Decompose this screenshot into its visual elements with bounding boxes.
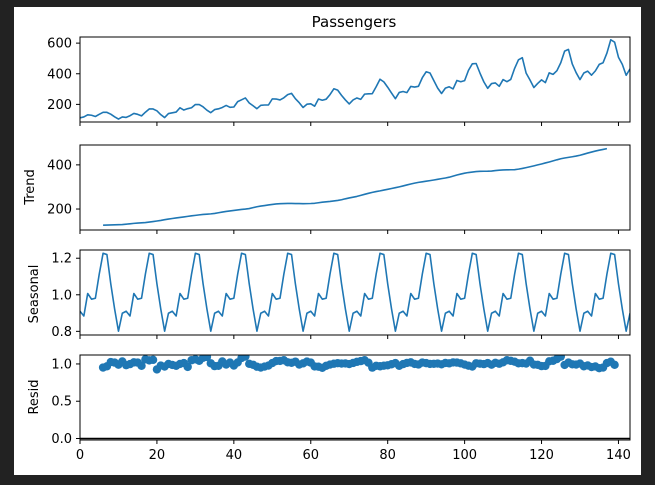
x-tick-label: 60 <box>302 448 319 463</box>
trend-ylabel: Trend <box>23 169 38 206</box>
x-tick-label: 120 <box>529 448 554 463</box>
observed-ytick-label: 400 <box>47 67 72 82</box>
observed-series <box>80 38 630 120</box>
trend-line <box>103 147 608 226</box>
x-tick-label: 40 <box>226 448 243 463</box>
seasonal-frame <box>79 249 631 336</box>
seasonal-ytick-label: 1.0 <box>51 288 72 303</box>
resid-yticks: 0.0 0.5 1.0 <box>51 357 80 447</box>
observed-ytick-label: 600 <box>47 37 72 52</box>
observed-yticks: 200 400 600 <box>47 37 80 113</box>
x-tick-label: 80 <box>379 448 396 463</box>
seasonal-series <box>80 252 630 332</box>
observed-plot-area <box>80 38 630 120</box>
panel-observed: 200 400 600 <box>47 36 631 126</box>
trend-plot-area <box>103 147 608 226</box>
resid-point <box>183 362 192 372</box>
panel-seasonal: Seasonal 0.8 1.0 1.2 <box>27 249 631 340</box>
observed-frame <box>79 36 631 123</box>
trend-frame <box>79 144 631 231</box>
resid-series <box>80 355 630 440</box>
seasonal-ytick-label: 0.8 <box>51 325 72 340</box>
seasonal-ytick-label: 1.2 <box>51 252 72 267</box>
trend-ytick-label: 200 <box>47 203 72 218</box>
seasonal-yticks: 0.8 1.0 1.2 <box>51 252 80 340</box>
panel-trend: Trend 200 400 <box>23 144 631 234</box>
resid-plot-area <box>80 355 630 440</box>
resid-frame <box>79 354 631 441</box>
seasonal-plot-area <box>80 252 630 332</box>
observed-ytick-label: 200 <box>47 98 72 113</box>
resid-ylabel: Resid <box>27 379 42 414</box>
chart-title: Passengers <box>312 13 397 31</box>
resid-point <box>610 360 619 370</box>
trend-series <box>103 147 608 226</box>
resid-xticks: 0 20 40 60 80 100 120 140 <box>76 440 631 463</box>
trend-xticks <box>79 230 619 234</box>
observed-xticks <box>79 122 619 126</box>
seasonal-ylabel: Seasonal <box>27 265 42 324</box>
panel-resid: Resid 0.0 0.5 1.0 0 20 40 60 80 100 120 140 <box>27 354 631 463</box>
x-tick-label: 100 <box>452 448 477 463</box>
resid-point <box>556 355 565 361</box>
trend-yticks: 200 400 <box>47 158 80 218</box>
x-tick-label: 0 <box>76 448 84 463</box>
observed-line <box>80 38 630 120</box>
seasonal-xticks <box>79 335 619 339</box>
seasonal-line <box>80 252 630 332</box>
resid-ytick-label: 1.0 <box>51 357 72 372</box>
x-tick-label: 140 <box>606 448 631 463</box>
resid-point <box>148 355 158 365</box>
x-tick-label: 20 <box>149 448 166 463</box>
resid-point <box>137 361 146 371</box>
resid-point <box>241 355 250 361</box>
resid-ytick-label: 0.5 <box>51 395 72 410</box>
resid-ytick-label: 0.0 <box>51 432 72 447</box>
trend-ytick-label: 400 <box>47 158 72 173</box>
